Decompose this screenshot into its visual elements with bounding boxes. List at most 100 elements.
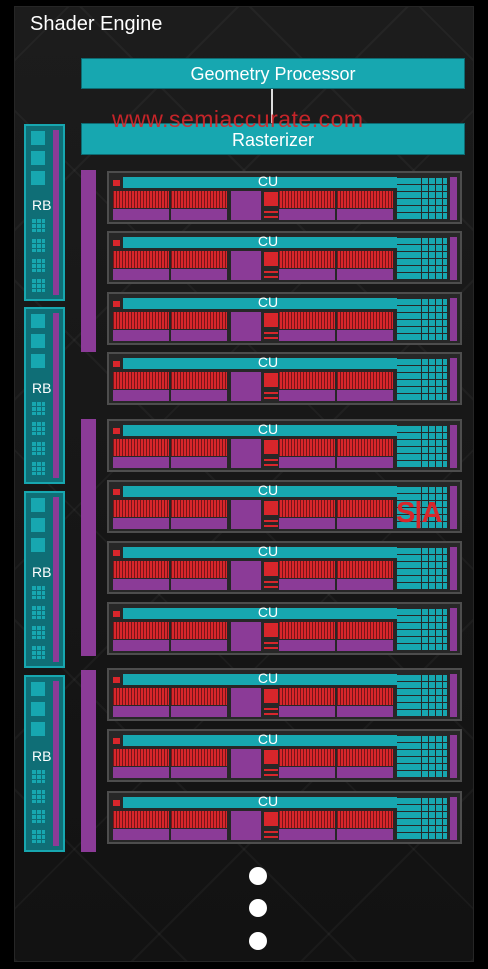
simd-unit xyxy=(279,312,335,329)
scalar-line xyxy=(264,216,278,218)
simd-unit xyxy=(337,312,393,329)
simd-register xyxy=(337,269,393,280)
rb-grid-cell xyxy=(31,769,45,783)
scalar-line xyxy=(264,525,278,527)
compute-unit: CU xyxy=(107,729,462,782)
local-data-share xyxy=(231,561,261,590)
local-data-share xyxy=(231,251,261,280)
rb-cell xyxy=(31,702,45,716)
rb-stripe xyxy=(53,681,59,846)
cu-scheduler-marker xyxy=(113,738,120,744)
texture-unit-block xyxy=(397,358,447,401)
cu-cache-strip xyxy=(450,735,457,778)
local-data-share xyxy=(231,312,261,341)
scalar-unit xyxy=(264,689,278,703)
simd-register xyxy=(279,706,335,717)
simd-unit xyxy=(279,372,335,389)
cu-header-bar xyxy=(123,735,397,746)
simd-unit xyxy=(279,749,335,766)
scalar-line xyxy=(264,708,278,710)
cu-cache-strip xyxy=(450,177,457,220)
rb-grid-cell xyxy=(31,258,45,272)
simd-unit xyxy=(113,688,169,705)
cu-cache-strip xyxy=(450,486,457,529)
compute-unit: CU xyxy=(107,352,462,405)
simd-register xyxy=(337,767,393,778)
scalar-line xyxy=(264,642,278,644)
simd-unit xyxy=(171,811,227,828)
rb-cell xyxy=(31,334,45,348)
cu-label: CU xyxy=(257,354,279,370)
rb-grid-cell xyxy=(31,401,45,415)
simd-register xyxy=(337,579,393,590)
simd-unit xyxy=(171,191,227,208)
simd-register xyxy=(279,767,335,778)
simd-unit xyxy=(337,251,393,268)
simd-register xyxy=(171,390,227,401)
cu-label: CU xyxy=(257,604,279,620)
sa-logo: S|A xyxy=(396,497,442,529)
texture-unit-block xyxy=(397,674,447,717)
simd-register xyxy=(113,518,169,529)
local-data-share xyxy=(231,439,261,468)
simd-unit xyxy=(171,251,227,268)
scalar-line xyxy=(264,520,278,522)
simd-register xyxy=(279,209,335,220)
simd-register xyxy=(279,330,335,341)
rb-grid-cell xyxy=(31,829,45,843)
cu-label: CU xyxy=(257,543,279,559)
cu-scheduler-marker xyxy=(113,677,120,683)
simd-unit xyxy=(113,749,169,766)
simd-unit xyxy=(337,749,393,766)
cu-scheduler-marker xyxy=(113,361,120,367)
simd-unit xyxy=(171,372,227,389)
compute-unit: CU xyxy=(107,419,462,472)
rb-grid-cell xyxy=(31,461,45,475)
simd-unit xyxy=(337,688,393,705)
simd-unit xyxy=(113,439,169,456)
simd-register xyxy=(337,330,393,341)
simd-unit xyxy=(171,312,227,329)
simd-unit xyxy=(113,811,169,828)
render-backend-block: RB xyxy=(24,307,65,484)
compute-unit: CU xyxy=(107,541,462,594)
simd-register xyxy=(113,706,169,717)
cu-label: CU xyxy=(257,421,279,437)
simd-register xyxy=(337,209,393,220)
scalar-line xyxy=(264,332,278,334)
scalar-line xyxy=(264,464,278,466)
cu-scheduler-marker xyxy=(113,611,120,617)
simd-register xyxy=(279,640,335,651)
simd-register xyxy=(171,706,227,717)
cu-header-bar xyxy=(123,797,397,808)
scalar-line xyxy=(264,211,278,213)
simd-unit xyxy=(113,251,169,268)
cu-scheduler-marker xyxy=(113,301,120,307)
simd-register xyxy=(337,829,393,840)
rb-cell xyxy=(31,518,45,532)
simd-unit xyxy=(279,500,335,517)
local-data-share xyxy=(231,500,261,529)
rb-label: RB xyxy=(32,748,52,764)
simd-unit xyxy=(337,439,393,456)
rb-grid-cell xyxy=(31,238,45,252)
rb-cell xyxy=(31,682,45,696)
scalar-line xyxy=(264,647,278,649)
simd-register xyxy=(113,209,169,220)
geometry-processor-block: Geometry Processor xyxy=(81,58,465,89)
simd-unit xyxy=(337,561,393,578)
simd-register xyxy=(279,579,335,590)
simd-unit xyxy=(113,191,169,208)
simd-register xyxy=(279,518,335,529)
simd-register xyxy=(171,579,227,590)
simd-unit xyxy=(113,372,169,389)
simd-unit xyxy=(337,191,393,208)
simd-unit xyxy=(279,622,335,639)
diagram-title: Shader Engine xyxy=(30,13,163,35)
cu-label: CU xyxy=(257,233,279,249)
local-data-share xyxy=(231,372,261,401)
simd-register xyxy=(171,457,227,468)
cu-cache-strip xyxy=(450,547,457,590)
simd-register xyxy=(337,706,393,717)
simd-register xyxy=(171,518,227,529)
